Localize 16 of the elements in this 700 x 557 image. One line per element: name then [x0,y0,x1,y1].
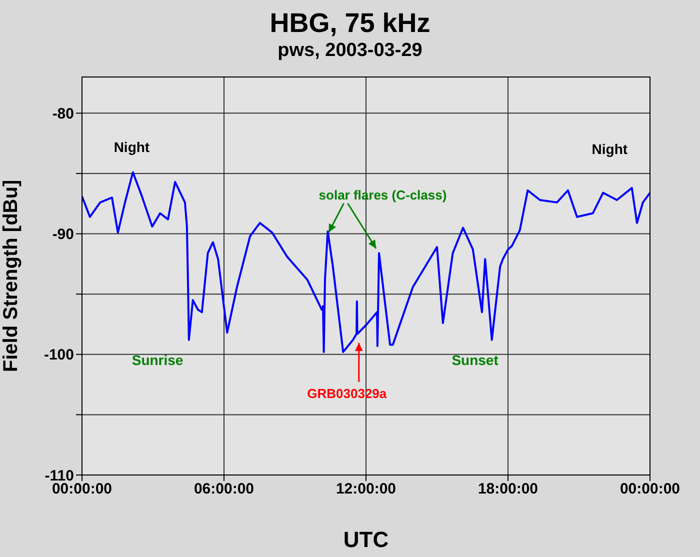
x-tick-label: 00:00:00 [620,480,680,498]
annotation: Sunset [452,352,499,368]
annotation: Sunrise [132,352,184,368]
y-tick-label: -80 [52,106,74,123]
x-tick-label: 06:00:00 [194,480,254,498]
line-series [82,171,650,353]
x-axis-title: UTC [343,527,389,552]
y-axis-title: Field Strength [dBu] [0,180,22,372]
x-tick-label: 12:00:00 [336,480,396,498]
y-tick-label: -90 [52,226,74,244]
y-tick-label: -100 [44,346,74,364]
chart-title: HBG, 75 kHz [268,8,432,39]
annotation: Night [592,141,628,158]
chart-subtitle: pws, 2003-03-29 [276,40,424,62]
x-tick-label: 18:00:00 [478,480,538,498]
annotation: Night [114,138,150,155]
